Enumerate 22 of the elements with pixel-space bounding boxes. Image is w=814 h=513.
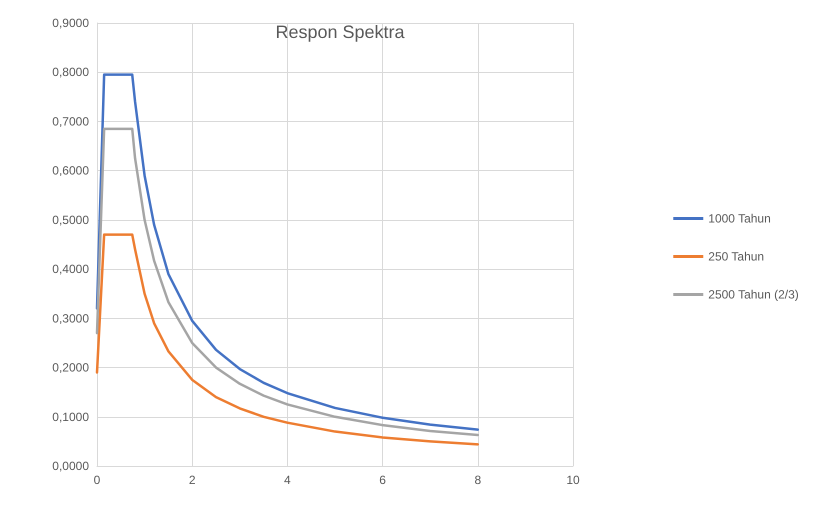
x-tick-label: 8 [474, 473, 482, 487]
legend-label: 250 Tahun [708, 250, 764, 264]
x-tick-label: 2 [188, 473, 196, 487]
y-tick-label: 0,3000 [52, 311, 90, 326]
y-tick-label: 0,0000 [52, 459, 90, 473]
x-tick-label: 10 [566, 473, 580, 487]
y-tick-label: 0,6000 [52, 164, 90, 178]
legend-label: 1000 Tahun [708, 212, 771, 226]
y-tick-label: 0,8000 [52, 65, 90, 80]
y-tick-label: 0,2000 [52, 360, 90, 375]
line-series [96, 128, 480, 436]
legend-label: 2500 Tahun (2/3) [708, 288, 799, 302]
y-tick-label: 0,1000 [52, 410, 90, 424]
y-tick-label: 0,7000 [52, 114, 90, 128]
chart-title: Respon Spektra [275, 22, 406, 42]
x-tick-label: 4 [284, 473, 292, 487]
x-tick-label: 0 [94, 473, 101, 487]
y-tick-label: 0,5000 [52, 212, 90, 227]
y-tick-label: 0,9000 [52, 16, 90, 30]
line-series [96, 233, 480, 446]
x-tick-label: 6 [379, 473, 386, 487]
y-tick-label: 0,4000 [52, 262, 90, 276]
